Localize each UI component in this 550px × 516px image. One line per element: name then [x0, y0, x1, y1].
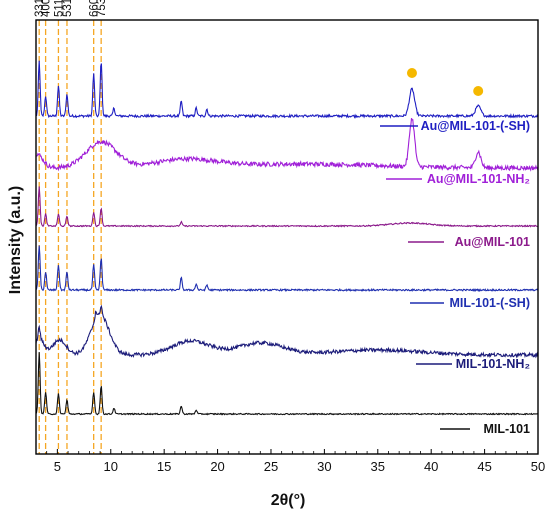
reference-lines	[38, 20, 102, 454]
x-tick-label: 15	[157, 459, 171, 474]
peak-index-label: 753	[96, 0, 108, 17]
y-axis-title: Intensity (a.u.)	[7, 186, 24, 294]
series-traces	[35, 60, 539, 416]
x-axis-title: 2θ(°)	[271, 492, 306, 509]
peak-index-label: 511	[53, 0, 65, 17]
series-trace	[35, 117, 539, 172]
x-tick-label: 45	[477, 459, 491, 474]
x-tick-label: 35	[371, 459, 385, 474]
x-tick-label: 50	[531, 459, 545, 474]
x-tick-label: 10	[104, 459, 118, 474]
series-label: Au@MIL-101	[455, 235, 530, 249]
series-trace	[36, 60, 539, 119]
series-trace	[35, 245, 539, 293]
x-tick-label: 20	[210, 459, 224, 474]
series-trace	[35, 304, 539, 359]
series-label: Au@MIL-101-(-SH)	[421, 119, 530, 133]
x-tick-label: 40	[424, 459, 438, 474]
series-label: Au@MIL-101-NH₂	[427, 172, 530, 186]
x-tick-label: 5	[54, 459, 61, 474]
series-label: MIL-101-NH₂	[456, 357, 530, 371]
x-axis-ticks: 5 10 15 20 25 30 35 40 45 50	[46, 449, 545, 474]
series-label: MIL-101	[483, 422, 530, 436]
gold-peak-marker	[473, 86, 484, 96]
peak-index-label: 400	[41, 0, 53, 17]
peak-index-label: 531	[62, 0, 74, 17]
gold-markers	[406, 68, 484, 96]
gold-peak-marker	[406, 68, 417, 78]
x-tick-label: 25	[264, 459, 278, 474]
series-trace	[35, 351, 539, 416]
peak-index-label: 331	[34, 0, 46, 17]
series-trace	[35, 186, 538, 228]
x-tick-label: 30	[317, 459, 331, 474]
series-labels: Au@MIL-101-(-SH) Au@MIL-101-NH₂ Au@MIL-101…	[380, 119, 530, 436]
plot-frame	[35, 19, 539, 455]
series-label: MIL-101-(-SH)	[449, 296, 530, 310]
peak-index-label: 660	[89, 0, 101, 17]
